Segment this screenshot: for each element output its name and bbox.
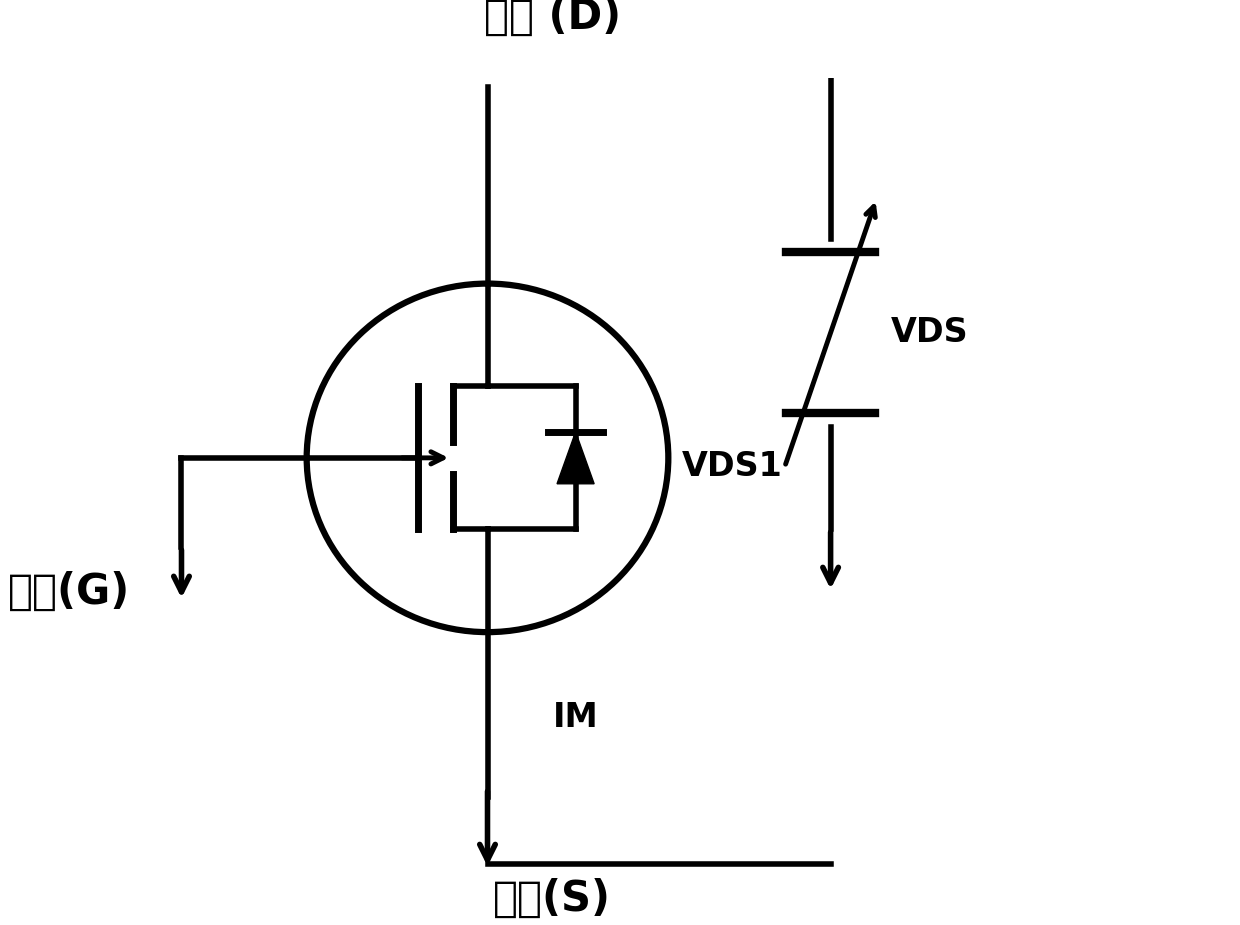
Polygon shape	[557, 432, 594, 484]
Text: 栅极(G): 栅极(G)	[9, 571, 130, 613]
Text: IM: IM	[552, 700, 598, 734]
Text: VDS: VDS	[890, 316, 968, 350]
Text: 漏极 (D): 漏极 (D)	[484, 0, 621, 38]
Text: VDS1: VDS1	[682, 450, 782, 483]
Text: 源极(S): 源极(S)	[494, 878, 611, 919]
